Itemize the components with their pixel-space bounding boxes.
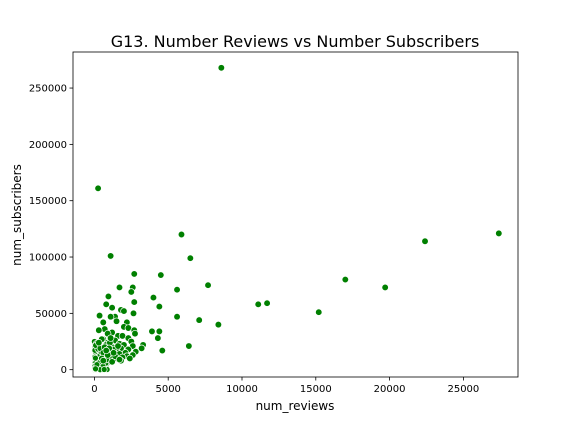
data-point (185, 342, 193, 350)
data-point (195, 316, 203, 324)
data-point (254, 300, 262, 308)
data-point (106, 334, 115, 342)
data-point (95, 338, 103, 347)
data-point (155, 302, 163, 311)
y-axis-ticks: 0 50000 100000 150000 200000 250000 (29, 84, 73, 376)
y-axis-label: num_subscribers (10, 164, 24, 266)
data-point (94, 184, 102, 192)
data-point (217, 64, 225, 72)
y-tick-label: 200000 (29, 140, 67, 151)
data-point (131, 329, 139, 338)
data-point (137, 344, 146, 352)
data-point (186, 254, 194, 262)
data-point (106, 313, 115, 321)
data-point (495, 229, 503, 238)
data-point (155, 327, 163, 336)
x-tick-label: 20000 (374, 384, 406, 395)
data-point (99, 357, 107, 365)
data-point (104, 292, 113, 301)
x-tick-label: 25000 (447, 384, 479, 395)
data-point (114, 342, 122, 350)
data-point (157, 271, 165, 279)
x-axis-label: num_reviews (256, 399, 335, 413)
x-tick-label: 0 (91, 384, 97, 395)
data-point (129, 309, 138, 318)
x-tick-label: 10000 (226, 384, 258, 395)
y-tick-label: 50000 (35, 309, 67, 320)
cluster-point (92, 365, 99, 373)
data-point (108, 304, 116, 312)
x-tick-label: 15000 (300, 384, 332, 395)
data-point (112, 317, 121, 325)
data-point (154, 334, 162, 342)
y-tick-label: 250000 (29, 84, 67, 95)
data-point (102, 346, 110, 355)
data-point (204, 281, 212, 289)
data-point (95, 326, 103, 334)
data-point (115, 283, 124, 292)
x-axis-ticks: 0 5000 10000 15000 20000 25000 (91, 377, 479, 395)
x-tick-label: 5000 (155, 384, 180, 395)
data-point (130, 298, 138, 306)
y-tick-label: 100000 (29, 253, 67, 264)
data-point (95, 311, 104, 320)
data-point (126, 354, 134, 363)
data-points (94, 64, 503, 366)
data-point (214, 320, 223, 329)
data-point (173, 286, 181, 294)
data-point (102, 300, 110, 308)
data-point (109, 349, 118, 357)
data-point (381, 283, 389, 292)
cluster-point (100, 366, 108, 373)
y-tick-label: 150000 (29, 196, 67, 207)
data-point (108, 358, 116, 366)
data-point (148, 327, 156, 336)
data-point (106, 252, 115, 260)
data-point (99, 318, 107, 327)
data-point (127, 288, 135, 296)
data-point (177, 230, 186, 239)
data-point (149, 293, 158, 302)
data-point (120, 307, 128, 315)
data-point (341, 275, 349, 284)
data-point (158, 346, 166, 355)
data-point (421, 237, 429, 245)
data-point (263, 299, 271, 307)
data-point (115, 355, 124, 364)
data-point (130, 270, 138, 278)
y-tick-label: 0 (61, 365, 67, 376)
data-point (315, 308, 323, 316)
chart-title: G13. Number Reviews vs Number Subscriber… (111, 32, 480, 51)
data-point (173, 313, 181, 321)
plot-area (72, 51, 519, 378)
